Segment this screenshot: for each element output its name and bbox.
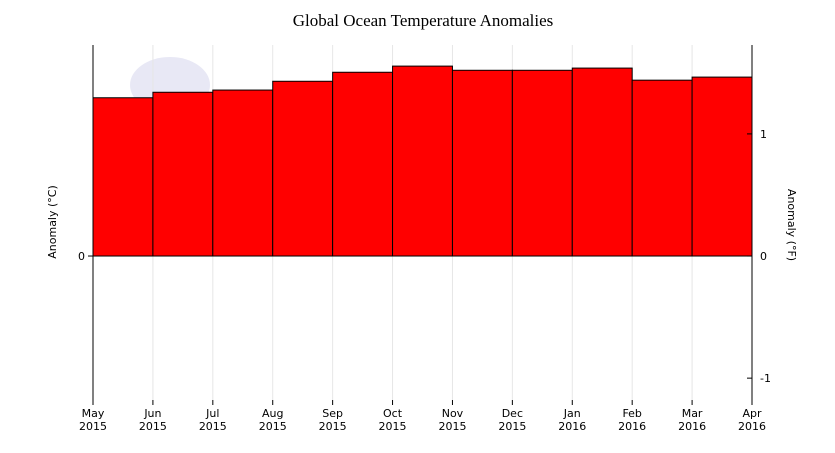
bar (272, 80, 334, 257)
y2-tick-label: 1 (760, 128, 767, 141)
x-tick-label: 2015 (199, 420, 227, 433)
x-tick-label: 2015 (379, 420, 407, 433)
x-tick-label: Mar (682, 407, 703, 420)
y2-tick-label: -1 (760, 372, 771, 385)
x-tick-label: Oct (383, 407, 403, 420)
x-tick-label: 2015 (438, 420, 466, 433)
bar (392, 65, 453, 257)
x-tick-label: 2015 (259, 420, 287, 433)
x-tick-label: 2015 (139, 420, 167, 433)
x-tick-label: 2016 (678, 420, 706, 433)
y-tick-label: 0 (78, 250, 85, 263)
bar (631, 79, 693, 257)
x-tick-label: Jul (205, 407, 219, 420)
y2-axis-label: Anomaly (°F) (785, 189, 798, 261)
bar (511, 69, 573, 257)
y-axis-label: Anomaly (°C) (46, 185, 59, 259)
x-tick-label: Jun (143, 407, 161, 420)
bar (332, 71, 394, 257)
chart-title: Global Ocean Temperature Anomalies (293, 11, 554, 30)
x-tick-label: 2016 (738, 420, 766, 433)
x-tick-label: 2015 (79, 420, 107, 433)
y2-tick-label: 0 (760, 250, 767, 263)
x-tick-label: 2015 (319, 420, 347, 433)
x-tick-label: Sep (322, 407, 343, 420)
x-tick-label: May (82, 407, 105, 420)
bar (451, 69, 513, 257)
x-tick-label: Dec (502, 407, 523, 420)
x-tick-label: 2016 (618, 420, 646, 433)
x-tick-label: Apr (742, 407, 762, 420)
bar (212, 89, 274, 257)
x-tick-label: 2016 (558, 420, 586, 433)
x-tick-label: Aug (262, 407, 283, 420)
x-tick-label: Nov (442, 407, 464, 420)
bar (92, 97, 154, 257)
bar (691, 76, 753, 257)
bar (152, 91, 214, 257)
bar (571, 67, 633, 257)
x-tick-label: 2015 (498, 420, 526, 433)
x-tick-label: Jan (563, 407, 581, 420)
x-tick-label: Feb (622, 407, 641, 420)
